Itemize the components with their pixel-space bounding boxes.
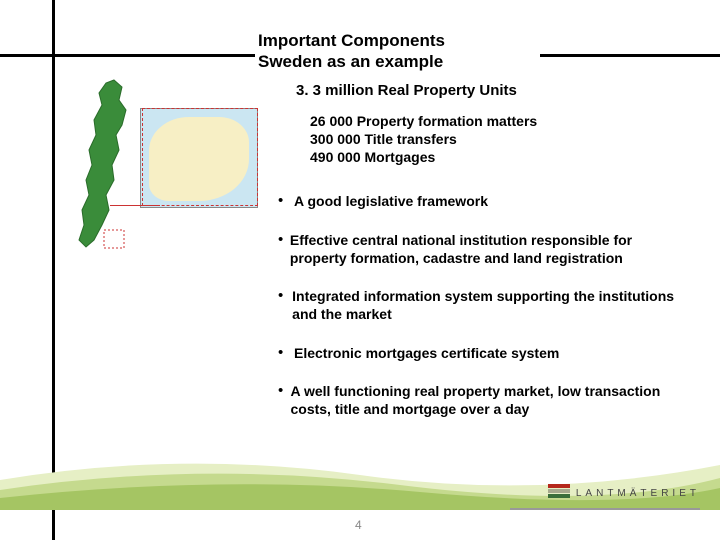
stat-line-2: 300 000 Title transfers xyxy=(310,130,537,148)
slide-subtitle: 3. 3 million Real Property Units xyxy=(296,82,517,99)
bullet-item: • Effective central national institution… xyxy=(278,231,688,267)
bullet-icon: • xyxy=(278,344,288,363)
bullet-text: A good legislative framework xyxy=(294,192,488,210)
bullet-item: • A well functioning real property marke… xyxy=(278,382,688,418)
logo-text: LANTMÄTERIET xyxy=(576,488,700,499)
title-line-1: Important Components xyxy=(258,30,445,51)
bullet-text: Effective central national institution r… xyxy=(290,231,688,267)
bullet-item: • Electronic mortgages certificate syste… xyxy=(278,344,688,363)
bullet-icon: • xyxy=(278,231,284,250)
title-line-2: Sweden as an example xyxy=(258,51,445,72)
stat-line-1: 26 000 Property formation matters xyxy=(310,112,537,130)
logo-block: LANTMÄTERIET xyxy=(548,484,700,502)
bullet-text: Electronic mortgages certificate system xyxy=(294,344,559,362)
bullet-list: • A good legislative framework • Effecti… xyxy=(278,192,688,439)
page-number: 4 xyxy=(355,518,362,532)
map-connector-line xyxy=(110,205,160,206)
logo-underline xyxy=(510,508,700,510)
bullet-text: Integrated information system supporting… xyxy=(292,287,688,323)
bullet-item: • Integrated information system supporti… xyxy=(278,287,688,323)
bullet-text: A well functioning real property market,… xyxy=(290,382,688,418)
bullet-icon: • xyxy=(278,192,288,211)
map-highlight-box xyxy=(142,108,258,206)
bullet-icon: • xyxy=(278,287,286,306)
stats-block: 26 000 Property formation matters 300 00… xyxy=(310,112,537,167)
bullet-icon: • xyxy=(278,382,284,401)
lantmateriet-logo-icon xyxy=(548,484,570,502)
stat-line-3: 490 000 Mortgages xyxy=(310,148,537,166)
slide-title: Important Components Sweden as an exampl… xyxy=(258,30,445,73)
bullet-item: • A good legislative framework xyxy=(278,192,688,211)
